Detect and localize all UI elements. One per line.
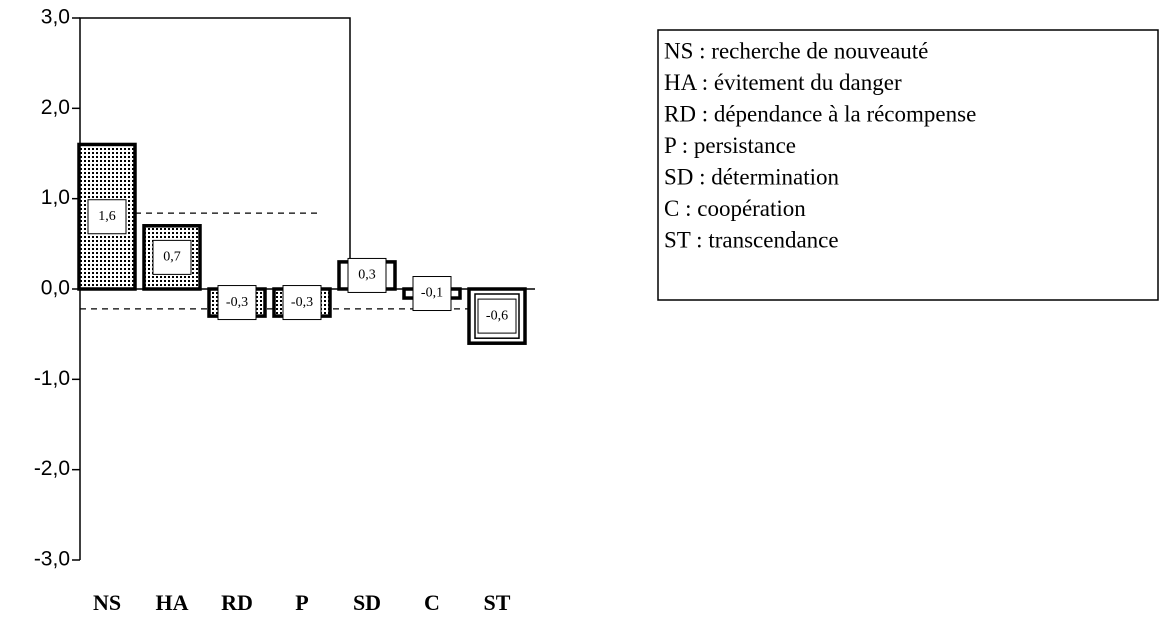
value-label-box	[282, 285, 322, 321]
value-label: -0,6	[486, 308, 508, 323]
legend-box	[657, 29, 1159, 301]
y-tick-label: 1,0	[41, 186, 70, 209]
x-tick-label: HA	[156, 590, 189, 615]
bar-inner	[474, 293, 520, 339]
y-tick-label: -1,0	[34, 367, 70, 390]
value-label-box	[152, 239, 192, 275]
value-label-box	[347, 257, 387, 293]
value-label-box	[477, 298, 517, 334]
y-tick-label: 0,0	[41, 277, 70, 300]
legend-entry: P : persistance	[664, 133, 796, 158]
value-label: -0,3	[226, 295, 248, 310]
legend-entry: ST : transcendance	[664, 227, 839, 252]
value-label: 1,6	[98, 209, 116, 224]
legend-entry: SD : détermination	[664, 164, 840, 189]
value-label: -0,3	[291, 295, 313, 310]
legend-entry: HA : évitement du danger	[664, 70, 902, 95]
y-tick-label: -3,0	[34, 548, 70, 571]
value-label-box	[87, 199, 127, 235]
value-label-box	[217, 285, 257, 321]
value-label: -0,1	[421, 286, 443, 301]
x-tick-label: C	[424, 590, 440, 615]
y-tick-label: -2,0	[34, 457, 70, 480]
value-label: 0,3	[358, 268, 376, 283]
value-label: 0,7	[163, 250, 181, 265]
x-tick-label: ST	[484, 590, 511, 615]
y-tick-label: 3,0	[41, 6, 70, 29]
x-tick-label: SD	[353, 590, 381, 615]
x-tick-label: NS	[93, 590, 121, 615]
value-label-box	[412, 276, 452, 312]
legend-entry: NS : recherche de nouveauté	[664, 38, 928, 63]
legend-entry: RD : dépendance à la récompense	[664, 101, 976, 126]
legend-entry: C : coopération	[664, 196, 806, 221]
x-tick-label: P	[295, 590, 308, 615]
x-tick-label: RD	[221, 590, 253, 615]
y-tick-label: 2,0	[41, 96, 70, 119]
